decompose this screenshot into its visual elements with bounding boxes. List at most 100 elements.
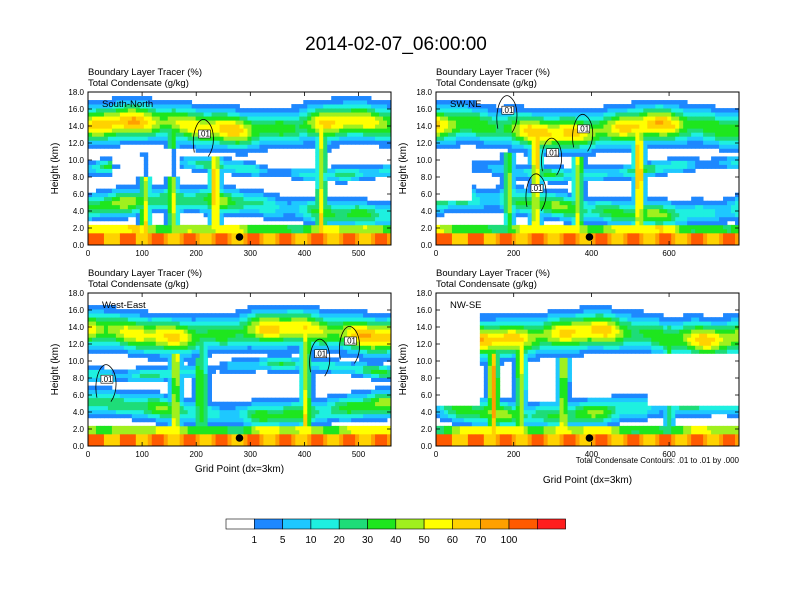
heatmap-cell — [303, 200, 308, 206]
heatmap-cell — [675, 236, 680, 242]
y-tick-label: 18.0 — [416, 88, 432, 97]
heatmap-cell — [303, 104, 308, 109]
heatmap-cell — [527, 196, 533, 202]
heatmap-cell — [387, 100, 392, 105]
heatmap-cell — [207, 176, 212, 181]
heatmap-cell — [115, 212, 121, 218]
heatmap-cell — [731, 224, 736, 230]
heatmap-cell — [107, 104, 113, 109]
heatmap-cell — [351, 100, 356, 105]
heatmap-cell — [263, 172, 268, 177]
heatmap-cell — [203, 196, 209, 202]
heatmap-cell — [103, 232, 109, 238]
heatmap-cell — [203, 232, 209, 238]
heatmap-cell — [155, 112, 161, 117]
heatmap-cell — [103, 228, 109, 234]
heatmap-cell — [687, 168, 692, 173]
heatmap-cell — [531, 204, 537, 210]
heatmap-cell — [231, 240, 236, 246]
heatmap-cell — [267, 120, 272, 125]
heatmap-cell — [88, 164, 93, 169]
heatmap-cell — [91, 373, 97, 378]
heatmap-cell — [551, 192, 557, 198]
heatmap-cell — [323, 140, 328, 145]
heatmap-cell — [647, 236, 652, 242]
heatmap-cell — [103, 321, 109, 326]
heatmap-cell — [163, 200, 169, 206]
heatmap-cell — [163, 341, 169, 346]
heatmap-cell — [683, 160, 688, 165]
heatmap-cell — [595, 236, 600, 242]
heatmap-cell — [171, 321, 177, 326]
heatmap-cell — [215, 220, 220, 226]
heatmap-cell — [487, 160, 493, 165]
heatmap-cell — [659, 236, 664, 242]
heatmap-cell — [275, 224, 280, 230]
heatmap-cell — [571, 228, 576, 234]
heatmap-cell — [635, 220, 640, 226]
heatmap-cell — [127, 321, 133, 326]
heatmap-cell — [211, 112, 216, 117]
heatmap-cell — [459, 200, 465, 206]
heatmap-cell — [291, 172, 296, 177]
heatmap-cell — [547, 196, 553, 202]
heatmap-cell — [99, 208, 105, 214]
heatmap-cell — [515, 224, 521, 230]
heatmap-cell — [179, 160, 185, 165]
heatmap-cell — [131, 401, 137, 407]
heatmap-cell — [595, 216, 600, 222]
heatmap-cell — [495, 124, 501, 129]
heatmap-cell — [371, 240, 376, 246]
heatmap-cell — [91, 313, 97, 318]
heatmap-cell — [715, 164, 720, 169]
heatmap-cell — [351, 124, 356, 129]
heatmap-cell — [159, 437, 165, 443]
heatmap-cell — [583, 132, 588, 137]
heatmap-cell — [171, 144, 177, 149]
heatmap-cell — [436, 140, 441, 145]
heatmap-cell — [251, 212, 256, 218]
heatmap-cell — [575, 208, 580, 214]
heatmap-cell — [343, 196, 348, 202]
heatmap-cell — [119, 224, 125, 230]
heatmap-cell — [295, 172, 300, 177]
heatmap-cell — [663, 120, 668, 125]
heatmap-cell — [243, 160, 248, 165]
heatmap-cell — [95, 196, 101, 202]
heatmap-cell — [219, 196, 224, 202]
heatmap-cell — [147, 433, 153, 439]
heatmap-cell — [267, 232, 272, 238]
heatmap-cell — [211, 220, 216, 226]
heatmap-cell — [483, 196, 489, 202]
heatmap-cell — [167, 361, 173, 366]
heatmap-cell — [339, 208, 344, 214]
heatmap-cell — [367, 176, 372, 181]
heatmap-cell — [551, 232, 557, 238]
heatmap-cell — [583, 176, 588, 181]
heatmap-cell — [287, 200, 292, 206]
heatmap-cell — [167, 349, 173, 354]
heatmap-cell — [463, 108, 469, 113]
heatmap-cell — [111, 409, 117, 415]
heatmap-cell — [375, 220, 380, 226]
heatmap-cell — [159, 232, 165, 238]
heatmap-cell — [251, 148, 256, 153]
heatmap-cell — [707, 236, 712, 242]
heatmap-cell — [367, 124, 372, 129]
heatmap-cell — [667, 208, 672, 214]
heatmap-cell — [151, 357, 157, 362]
heatmap-cell — [387, 200, 392, 206]
heatmap-cell — [119, 124, 125, 129]
heatmap-cell — [127, 124, 133, 129]
heatmap-cell — [543, 144, 549, 149]
heatmap-cell — [611, 240, 616, 246]
heatmap-cell — [475, 104, 481, 109]
heatmap-cell — [547, 232, 553, 238]
heatmap-cell — [95, 124, 101, 129]
heatmap-cell — [107, 397, 113, 403]
heatmap-cell — [287, 112, 292, 117]
heatmap-cell — [659, 220, 664, 226]
heatmap-cell — [631, 168, 636, 173]
heatmap-cell — [475, 204, 481, 210]
heatmap-cell — [279, 200, 284, 206]
